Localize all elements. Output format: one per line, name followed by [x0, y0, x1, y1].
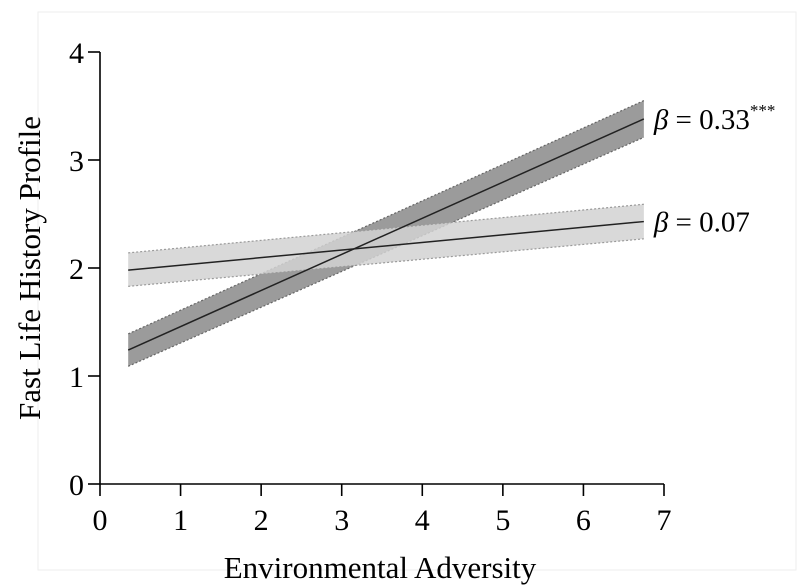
y-axis-ticks: 0 1 2 3 4 — [69, 37, 100, 502]
y-tick-label: 4 — [69, 37, 84, 70]
series-labels: β = 0.33***β = 0.07 — [653, 101, 776, 239]
chart-frame — [37, 11, 797, 571]
series-label-2: β = 0.07 — [653, 207, 750, 239]
series-label-1: β = 0.33*** — [653, 101, 776, 136]
x-tick-label: 4 — [415, 504, 430, 537]
y-tick-label: 2 — [69, 253, 84, 286]
beta-symbol: β — [653, 104, 669, 136]
y-tick-label: 1 — [69, 361, 84, 394]
beta-value: = 0.33 — [668, 104, 750, 136]
y-tick-label: 3 — [69, 145, 84, 178]
x-tick-label: 3 — [334, 504, 349, 537]
regression-line-2 — [128, 220, 644, 271]
x-tick-label: 2 — [254, 504, 269, 537]
confidence-bands — [127, 100, 645, 367]
x-tick-label: 5 — [495, 504, 510, 537]
significance-stars: *** — [750, 101, 776, 120]
beta-value: = 0.07 — [668, 207, 750, 239]
x-tick-label: 7 — [657, 504, 672, 537]
x-tick-label: 1 — [173, 504, 188, 537]
regression-lines — [127, 118, 645, 351]
x-tick-label: 0 — [93, 504, 108, 537]
y-axis-title: Fast Life History Profile — [12, 116, 47, 420]
x-tick-label: 6 — [576, 504, 591, 537]
y-tick-label: 0 — [69, 469, 84, 502]
x-axis-ticks: 0 1 2 3 4 5 6 7 — [93, 484, 672, 537]
x-axis-title: Environmental Adversity — [224, 550, 537, 585]
beta-symbol: β — [653, 207, 669, 239]
regression-line-1 — [127, 118, 645, 351]
